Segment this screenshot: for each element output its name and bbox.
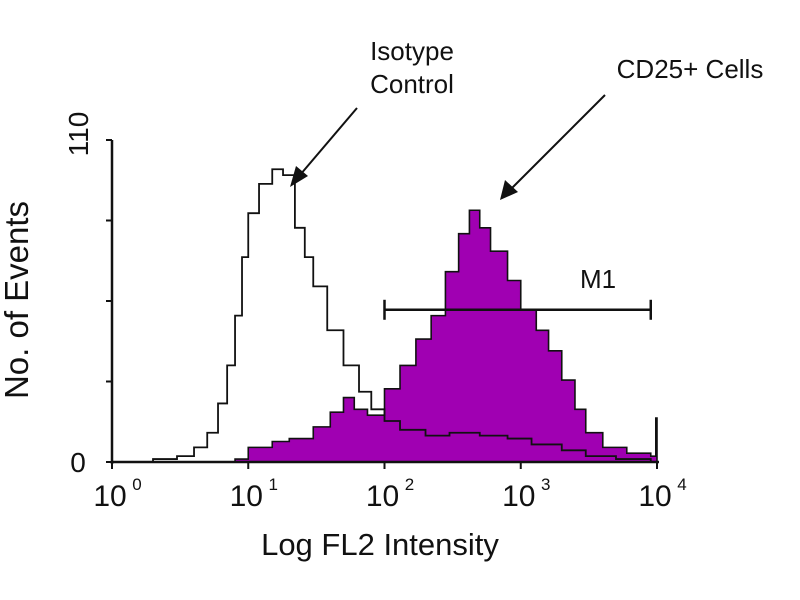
cd25-cells-histogram (207, 209, 658, 463)
x-tick-label: 10 (230, 480, 263, 513)
series-layer (131, 168, 658, 463)
x-tick-label: 10 (638, 480, 671, 513)
y-tick-label: 110 (63, 112, 94, 157)
annotation-cd25: CD25+ Cells (617, 54, 764, 84)
x-tick-label-exponent: 0 (132, 475, 141, 494)
x-tick-label: 10 (93, 480, 126, 513)
x-axis-label: Log FL2 Intensity (261, 527, 499, 562)
x-tick-label-exponent: 2 (405, 475, 414, 494)
arrow-isotype (290, 107, 358, 187)
marker-label: M1 (580, 264, 616, 294)
m1-marker: M1 (383, 264, 653, 320)
x-tick-label-exponent: 4 (677, 475, 686, 494)
x-tick-label-exponent: 3 (541, 475, 550, 494)
y-tick-label: 0 (70, 447, 86, 478)
x-tick-label: 10 (366, 480, 399, 513)
isotype-control-histogram (131, 168, 652, 463)
annotation-isotype-line2: Control (370, 69, 454, 99)
arrow-cd25 (500, 94, 606, 200)
x-tick-label-exponent: 1 (269, 475, 278, 494)
annotation-isotype-line1: Isotype (370, 36, 454, 66)
y-axis-label: No. of Events (0, 201, 35, 399)
x-tick-label: 10 (502, 480, 535, 513)
